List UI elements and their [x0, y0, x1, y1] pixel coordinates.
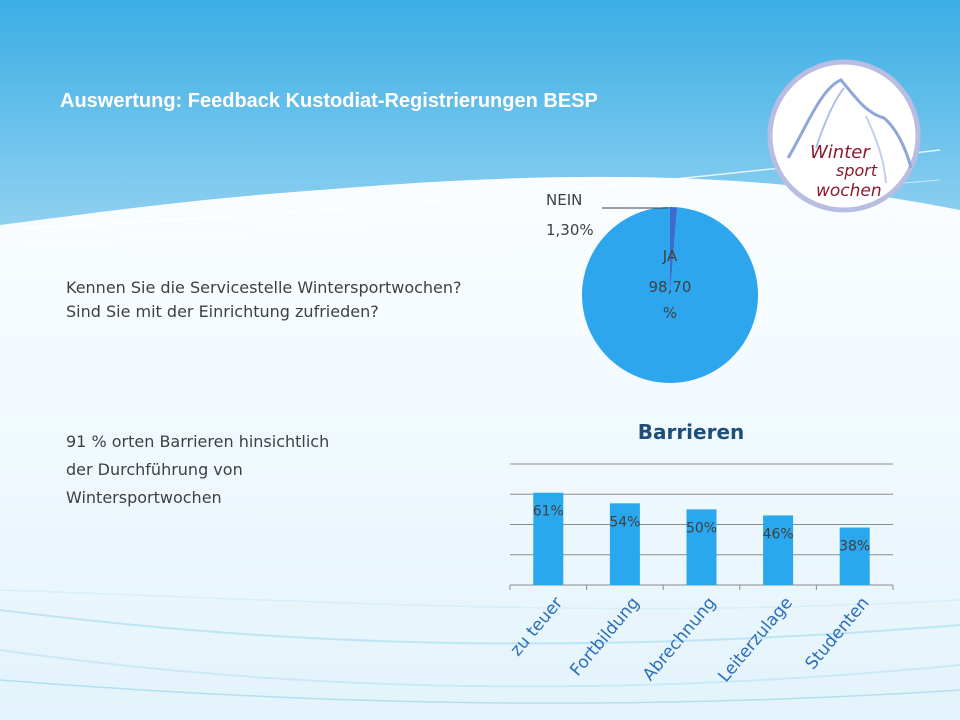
bar-5	[839, 527, 870, 585]
pie-label-ja-name: JA	[662, 247, 678, 265]
pie-slice-nein	[670, 207, 678, 295]
header-band	[0, 0, 960, 225]
bar-data-label: 38%	[839, 539, 870, 555]
logo-text-sport: sport	[836, 161, 878, 180]
bar-chart-title: Barrieren	[638, 420, 745, 444]
bar-data-label: 61%	[533, 504, 564, 520]
x-tick-label: Leiterzulage	[714, 593, 797, 686]
question-line-1: Kennen Sie die Servicestelle Wintersport…	[66, 278, 462, 297]
x-tick-label: zu teuer	[507, 593, 568, 660]
logo-text-wochen: wochen	[816, 181, 882, 201]
bar-4	[763, 515, 794, 585]
bar-2	[609, 503, 640, 585]
pie-label-nein-value: 1,30%	[546, 221, 594, 239]
pie-label-ja-value: 98,70	[649, 278, 692, 296]
pie-chart: JA 98,70% NEIN 1,30%	[546, 191, 758, 383]
logo-text-winter: Winter	[810, 142, 871, 163]
pie-label-ja-unit: %	[663, 304, 677, 322]
x-tick-label: Studenten	[802, 593, 874, 673]
survey-question: Kennen Sie die Servicestelle Wintersport…	[66, 276, 462, 324]
pie-label-nein-name: NEIN	[546, 191, 582, 209]
bg-swoosh	[0, 649, 960, 688]
note-line-1: 91 % orten Barrieren hinsichtlich	[66, 432, 330, 451]
x-tick-label: Fortbildung	[566, 593, 643, 680]
note-line-2: der Durchführung von	[66, 460, 243, 479]
slide-title: Auswertung: Feedback Kustodiat-Registrie…	[60, 90, 598, 112]
x-tick-label: Abrechnung	[639, 593, 720, 685]
bg-swoosh	[0, 679, 960, 704]
wintersportwochen-logo: Winter sport wochen	[767, 59, 921, 213]
bar-1	[533, 492, 564, 585]
bg-swoosh	[0, 589, 960, 610]
bar-data-label: 54%	[609, 514, 640, 530]
barrier-note: 91 % orten Barrieren hinsichtlich der Du…	[66, 428, 329, 512]
bar-chart: Barrieren 61% zu teuer 54% Fortbildung 50% Abr…	[507, 420, 894, 686]
question-line-2: Sind Sie mit der Einrichtung zufrieden?	[66, 302, 379, 321]
bar-data-label: 46%	[763, 526, 794, 542]
bar-3	[686, 509, 717, 585]
note-line-3: Wintersportwochen	[66, 488, 222, 507]
bar-data-label: 50%	[686, 520, 717, 536]
bg-swoosh	[0, 609, 960, 645]
